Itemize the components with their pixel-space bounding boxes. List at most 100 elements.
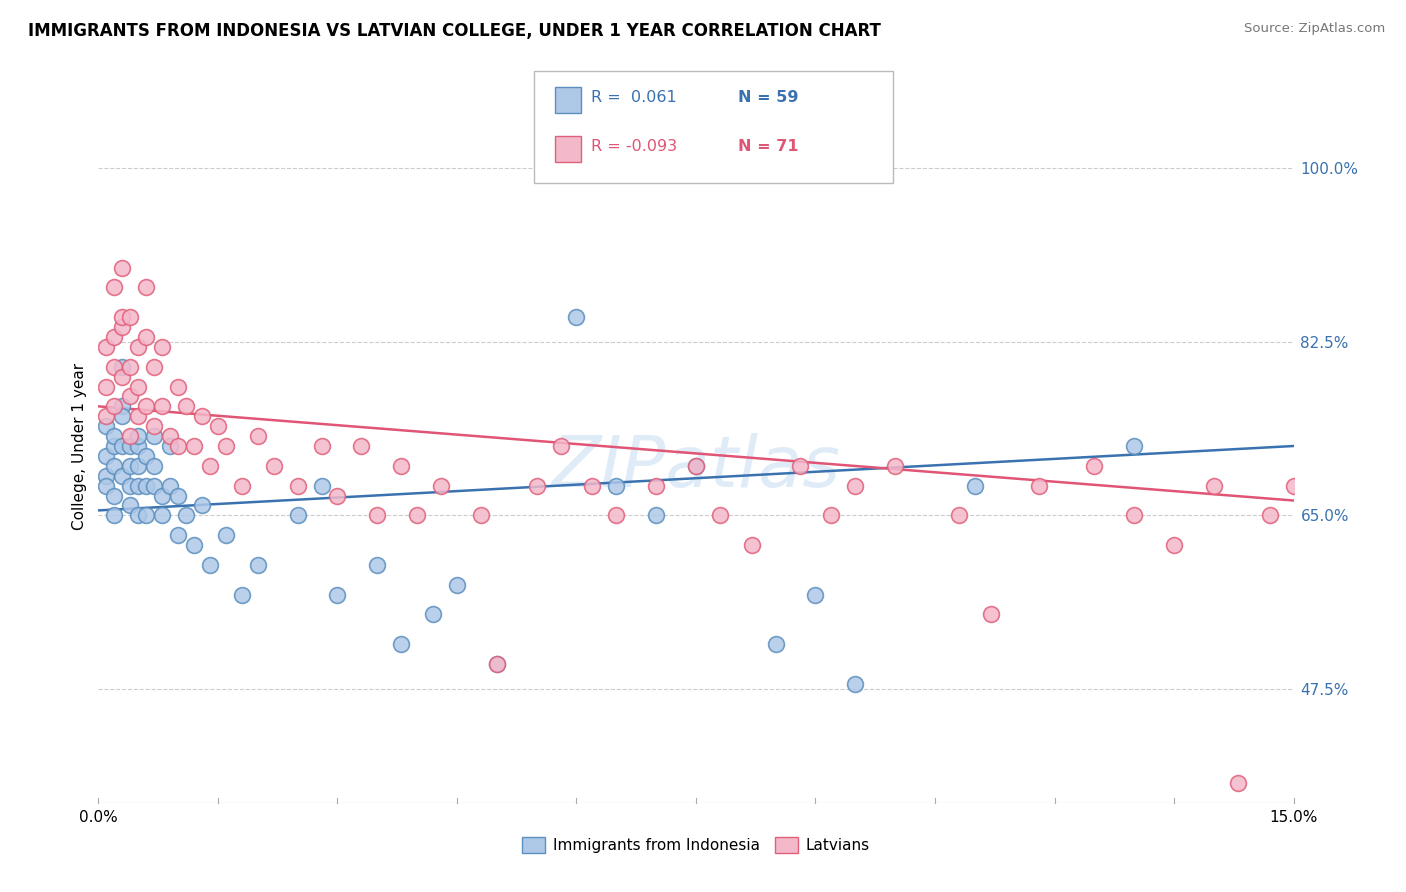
Text: N = 71: N = 71 bbox=[738, 139, 799, 154]
Point bbox=[485, 657, 508, 671]
Point bbox=[1258, 508, 1281, 523]
Point bbox=[135, 330, 157, 344]
Point bbox=[111, 359, 134, 374]
Point bbox=[96, 468, 118, 483]
Point bbox=[389, 458, 412, 473]
Point bbox=[120, 458, 142, 473]
Point bbox=[127, 409, 149, 424]
Point bbox=[127, 478, 149, 492]
Point bbox=[311, 439, 333, 453]
Point bbox=[287, 478, 309, 492]
Point bbox=[103, 330, 125, 344]
Point bbox=[103, 489, 125, 503]
Point bbox=[389, 637, 412, 651]
Point bbox=[844, 478, 866, 492]
Point bbox=[605, 508, 627, 523]
Point bbox=[127, 429, 149, 443]
Point bbox=[326, 588, 349, 602]
Text: IMMIGRANTS FROM INDONESIA VS LATVIAN COLLEGE, UNDER 1 YEAR CORRELATION CHART: IMMIGRANTS FROM INDONESIA VS LATVIAN COL… bbox=[28, 22, 882, 40]
Point bbox=[446, 578, 468, 592]
Point bbox=[159, 439, 181, 453]
Point bbox=[485, 657, 508, 671]
Point bbox=[183, 439, 205, 453]
Point bbox=[103, 458, 125, 473]
Point bbox=[120, 478, 142, 492]
Point bbox=[111, 369, 134, 384]
Point bbox=[350, 439, 373, 453]
Point bbox=[1226, 776, 1249, 790]
Point bbox=[215, 528, 238, 542]
Point bbox=[231, 588, 253, 602]
Point bbox=[948, 508, 970, 523]
Point bbox=[150, 340, 173, 354]
Point bbox=[963, 478, 986, 492]
Point bbox=[167, 489, 190, 503]
Point bbox=[127, 340, 149, 354]
Point bbox=[143, 359, 166, 374]
Point bbox=[741, 538, 763, 552]
Point bbox=[127, 439, 149, 453]
Point bbox=[1282, 478, 1305, 492]
Point bbox=[135, 478, 157, 492]
Point bbox=[135, 400, 157, 414]
Point bbox=[198, 458, 221, 473]
Legend: Immigrants from Indonesia, Latvians: Immigrants from Indonesia, Latvians bbox=[516, 831, 876, 859]
Point bbox=[96, 449, 118, 463]
Point bbox=[1123, 439, 1146, 453]
Point bbox=[246, 429, 269, 443]
Point bbox=[167, 439, 190, 453]
Point bbox=[103, 400, 125, 414]
Point bbox=[159, 478, 181, 492]
Point bbox=[111, 260, 134, 275]
Point bbox=[198, 558, 221, 572]
Point bbox=[120, 499, 142, 513]
Point bbox=[103, 508, 125, 523]
Point bbox=[326, 489, 349, 503]
Point bbox=[1298, 458, 1320, 473]
Point bbox=[215, 439, 238, 453]
Point bbox=[820, 508, 842, 523]
Point bbox=[844, 677, 866, 691]
Point bbox=[645, 478, 668, 492]
Point bbox=[311, 478, 333, 492]
Point bbox=[143, 429, 166, 443]
Point bbox=[150, 400, 173, 414]
Point bbox=[111, 400, 134, 414]
Point bbox=[143, 458, 166, 473]
Point bbox=[709, 508, 731, 523]
Point bbox=[980, 607, 1002, 622]
Point bbox=[96, 409, 118, 424]
Point bbox=[167, 528, 190, 542]
Point bbox=[765, 637, 787, 651]
Point bbox=[120, 389, 142, 403]
Point bbox=[159, 429, 181, 443]
Point bbox=[565, 310, 588, 325]
Point bbox=[96, 419, 118, 434]
Point bbox=[550, 439, 572, 453]
Point bbox=[1123, 508, 1146, 523]
Point bbox=[111, 409, 134, 424]
Point bbox=[143, 478, 166, 492]
Y-axis label: College, Under 1 year: College, Under 1 year bbox=[72, 362, 87, 530]
Point bbox=[470, 508, 492, 523]
Point bbox=[1083, 458, 1105, 473]
Point bbox=[366, 558, 388, 572]
Text: ZIPatlas: ZIPatlas bbox=[551, 433, 841, 502]
Point bbox=[406, 508, 429, 523]
Point bbox=[120, 429, 142, 443]
Point bbox=[183, 538, 205, 552]
Point bbox=[120, 310, 142, 325]
Point bbox=[422, 607, 444, 622]
Point bbox=[605, 478, 627, 492]
Point bbox=[111, 320, 134, 334]
Point bbox=[96, 379, 118, 393]
Point bbox=[789, 458, 811, 473]
Point bbox=[96, 340, 118, 354]
Point bbox=[135, 280, 157, 294]
Point bbox=[111, 439, 134, 453]
Point bbox=[685, 458, 707, 473]
Point bbox=[103, 359, 125, 374]
Point bbox=[143, 419, 166, 434]
Point bbox=[1315, 478, 1337, 492]
Point bbox=[174, 400, 197, 414]
